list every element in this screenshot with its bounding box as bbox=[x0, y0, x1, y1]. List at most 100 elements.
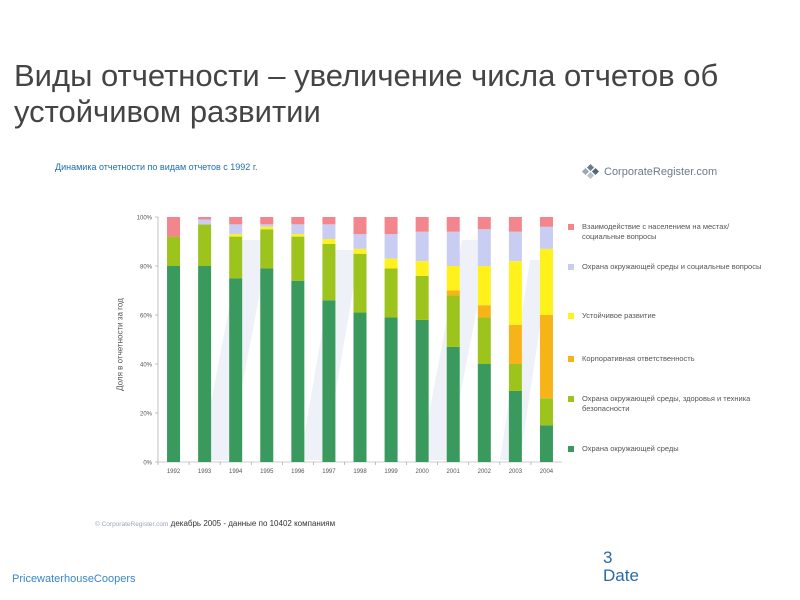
bar-segment bbox=[446, 231, 460, 266]
y-tick-label: 80% bbox=[140, 265, 153, 271]
page-number: 3 bbox=[603, 548, 613, 567]
bar-segment bbox=[477, 305, 491, 318]
bar-segment bbox=[291, 224, 305, 235]
bar-segment bbox=[260, 226, 274, 230]
legend-swatch bbox=[568, 446, 574, 452]
x-tick-label: 2004 bbox=[540, 469, 554, 475]
legend-label: Корпоративная ответственность bbox=[582, 354, 695, 363]
bar-segment bbox=[415, 275, 429, 320]
bar-segment bbox=[291, 234, 305, 237]
bar-segment bbox=[353, 234, 367, 249]
bar-segment bbox=[477, 229, 491, 266]
bar-segment bbox=[539, 315, 553, 399]
bar-segment bbox=[229, 224, 243, 235]
bar-segment bbox=[353, 248, 367, 254]
x-tick-label: 2003 bbox=[509, 469, 523, 475]
legend-item: Охрана окружающей среды и социальные воп… bbox=[568, 262, 768, 272]
bar-segment bbox=[198, 219, 212, 225]
bar-segment bbox=[539, 398, 553, 426]
legend-label: Устойчивое развитие bbox=[582, 311, 656, 320]
bar-segment bbox=[167, 236, 181, 266]
bar-segment bbox=[477, 266, 491, 306]
bar-segment bbox=[415, 319, 429, 462]
bar-segment bbox=[508, 217, 522, 232]
bar-segment bbox=[322, 224, 336, 240]
bar-segment bbox=[198, 217, 212, 220]
chart-subtitle: Динамика отчетности по видам отчетов с 1… bbox=[55, 162, 258, 172]
bar-segment bbox=[322, 243, 336, 301]
bar-segment bbox=[291, 236, 305, 281]
source-note: © CorporateRegister.com декабрь 2005 - д… bbox=[95, 519, 335, 528]
x-tick-label: 1995 bbox=[260, 469, 274, 475]
bar-segment bbox=[415, 217, 429, 232]
x-tick-label: 1996 bbox=[291, 469, 305, 475]
bar-segment bbox=[446, 266, 460, 291]
y-tick-label: 40% bbox=[140, 363, 153, 369]
bar-segment bbox=[477, 364, 491, 462]
bar-segment bbox=[353, 253, 367, 313]
bar-segment bbox=[229, 217, 243, 225]
source-copyright: © CorporateRegister.com bbox=[95, 521, 169, 528]
logo-text: CorporateRegister.com bbox=[604, 166, 718, 178]
y-tick-label: 20% bbox=[140, 412, 153, 418]
bar-segment bbox=[260, 224, 274, 227]
x-tick-label: 1999 bbox=[384, 469, 398, 475]
corporate-register-logo: CorporateRegister.com bbox=[580, 160, 717, 184]
bar-segment bbox=[539, 425, 553, 462]
bar-segment bbox=[260, 217, 274, 225]
bar-segment bbox=[260, 268, 274, 462]
bar-segment bbox=[229, 236, 243, 279]
bar-segment bbox=[260, 229, 274, 269]
bar-segment bbox=[384, 258, 398, 269]
legend-label: Охрана окружающей среды, здоровья и техн… bbox=[582, 394, 751, 413]
bar-segment bbox=[229, 278, 243, 462]
bar-segment bbox=[415, 231, 429, 262]
bar-segment bbox=[508, 364, 522, 391]
bar-segment bbox=[446, 295, 460, 347]
bar-segment bbox=[508, 324, 522, 364]
legend-item: Взаимодействие с населением на местах/ с… bbox=[568, 222, 768, 242]
bar-segment bbox=[477, 317, 491, 364]
bar-segment bbox=[508, 231, 522, 262]
date-label: Date bbox=[603, 566, 639, 585]
legend-label: Охрана окружающей среды и социальные воп… bbox=[582, 262, 762, 271]
legend-swatch bbox=[568, 224, 574, 230]
slide-title: Виды отчетности – увеличение числа отчет… bbox=[14, 58, 719, 129]
x-tick-label: 1998 bbox=[353, 469, 367, 475]
y-tick-label: 60% bbox=[140, 314, 153, 320]
bar-segment bbox=[384, 268, 398, 318]
bar-segment bbox=[539, 226, 553, 249]
y-axis-label: Доля в отчетности за год bbox=[115, 298, 125, 391]
bar-segment bbox=[446, 290, 460, 296]
legend-swatch bbox=[568, 396, 574, 402]
bar-segment bbox=[384, 217, 398, 235]
bar-segment bbox=[229, 234, 243, 237]
bar-segment bbox=[384, 317, 398, 462]
legend-item: Охрана окружающей среды bbox=[568, 444, 768, 454]
bar-segment bbox=[353, 312, 367, 462]
legend-label: Охрана окружающей среды bbox=[582, 444, 679, 453]
bar-segment bbox=[322, 217, 336, 225]
x-tick-label: 1994 bbox=[229, 469, 243, 475]
bar-segment bbox=[508, 390, 522, 462]
bar-segment bbox=[322, 239, 336, 244]
x-tick-label: 2000 bbox=[415, 469, 429, 475]
bar-segment bbox=[353, 217, 367, 235]
bar-segment bbox=[322, 300, 336, 462]
bar-segment bbox=[539, 248, 553, 315]
legend-swatch bbox=[568, 356, 574, 362]
bar-segment bbox=[446, 217, 460, 232]
x-tick-label: 2002 bbox=[478, 469, 492, 475]
bar-segment bbox=[167, 217, 181, 237]
source-text: декабрь 2005 - данные по 10402 компаниям bbox=[168, 519, 336, 528]
bar-segment bbox=[539, 217, 553, 227]
legend-swatch bbox=[568, 313, 574, 319]
bar-segment bbox=[291, 217, 305, 225]
bar-segment bbox=[384, 234, 398, 259]
x-tick-label: 2001 bbox=[447, 469, 461, 475]
y-tick-label: 100% bbox=[137, 216, 153, 222]
bar-segment bbox=[446, 346, 460, 462]
bar-segment bbox=[198, 224, 212, 266]
legend-swatch bbox=[568, 264, 574, 270]
